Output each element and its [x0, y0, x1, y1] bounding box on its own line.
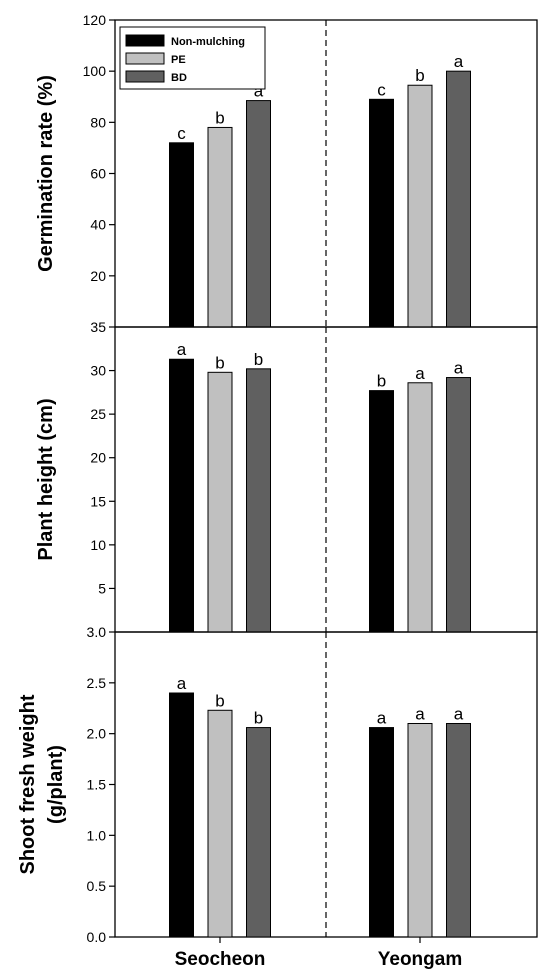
significance-label: a — [454, 359, 464, 378]
bar-non-mulching-yeongam — [369, 98, 394, 328]
legend-swatch — [125, 52, 165, 65]
y-axis-label: (g/plant) — [45, 745, 67, 824]
bar-non-mulching-seocheon — [169, 692, 194, 938]
bar-pe-yeongam — [407, 84, 433, 328]
y-tick-label: 120 — [83, 12, 107, 28]
bar-bd-seocheon — [246, 368, 271, 633]
significance-label: b — [254, 350, 263, 369]
significance-label: b — [215, 108, 224, 127]
y-tick-label: 0.5 — [87, 878, 107, 894]
significance-label: c — [177, 124, 186, 143]
y-tick-label: 100 — [83, 63, 107, 79]
legend-label: PE — [171, 54, 186, 66]
y-tick-label: 1.0 — [87, 827, 107, 843]
bar-non-mulching-yeongam — [369, 727, 394, 938]
y-tick-label: 35 — [90, 319, 106, 335]
bar-non-mulching-yeongam — [369, 390, 394, 633]
y-tick-label: 25 — [90, 406, 106, 422]
significance-label: a — [177, 340, 187, 359]
bar-bd-yeongam — [446, 70, 471, 328]
x-axis-categories: Seocheon Yeongam — [175, 937, 462, 970]
legend-label: BD — [171, 72, 187, 84]
significance-label: a — [377, 709, 387, 728]
y-tick-label: 20 — [90, 268, 106, 284]
significance-label: a — [454, 52, 464, 71]
bar-bd-seocheon — [246, 727, 271, 938]
significance-label: b — [415, 66, 424, 85]
y-axis-label: Plant height (cm) — [35, 398, 57, 560]
bar-pe-seocheon — [207, 371, 233, 633]
bar-pe-yeongam — [407, 723, 433, 938]
legend-label: Non-mulching — [171, 36, 245, 48]
significance-label: b — [215, 691, 224, 710]
y-tick-label: 1.5 — [87, 777, 107, 793]
significance-label: a — [254, 82, 264, 101]
significance-label: b — [254, 709, 263, 728]
bar-bd-yeongam — [446, 377, 471, 633]
bar-pe-seocheon — [207, 126, 233, 328]
legend-swatch — [125, 70, 165, 83]
panel-2: 5 10 15 20 25 30 35 a b b a b a Plant height (cm) — [35, 319, 538, 633]
bar-bd-seocheon — [246, 100, 271, 328]
panel-1: 20 40 60 80 100 120 c c b b a a Germination rate (%) — [35, 12, 538, 328]
y-axis-label: Shoot fresh weight — [17, 694, 39, 874]
x-category-label: Yeongam — [378, 949, 462, 970]
y-axis-label: Germination rate (%) — [35, 75, 57, 272]
panel-3: 0.0 0.5 1.0 1.5 2.0 2.5 3.0 a a b a b a Shoot fresh w… — [17, 624, 538, 945]
bar-non-mulching-seocheon — [169, 358, 194, 633]
y-tick-label: 20 — [90, 450, 106, 466]
y-tick-label: 2.5 — [87, 675, 107, 691]
legend: Non-mulching PE BD — [119, 26, 266, 90]
significance-label: a — [415, 705, 425, 724]
y-tick-label: 5 — [98, 580, 106, 596]
bar-pe-seocheon — [207, 709, 233, 938]
y-tick-label: 2.0 — [87, 726, 107, 742]
significance-label: b — [377, 372, 386, 391]
bar-non-mulching-seocheon — [169, 142, 194, 328]
y-tick-label: 10 — [90, 537, 106, 553]
chart-panels: 20 40 60 80 100 120 c c b b a a Germination rate (%)… — [17, 12, 538, 945]
significance-label: a — [454, 705, 464, 724]
y-tick-label: 15 — [90, 493, 106, 509]
y-tick-label: 0.0 — [87, 929, 107, 945]
bar-pe-yeongam — [407, 382, 433, 633]
significance-label: c — [377, 80, 386, 99]
significance-label: a — [177, 674, 187, 693]
significance-label: a — [415, 364, 425, 383]
y-tick-label: 80 — [90, 114, 106, 130]
y-tick-label: 40 — [90, 217, 106, 233]
x-category-label: Seocheon — [175, 949, 266, 970]
significance-label: b — [215, 353, 224, 372]
y-tick-label: 30 — [90, 363, 106, 379]
legend-swatch — [125, 34, 165, 47]
bar-bd-yeongam — [446, 723, 471, 938]
y-tick-label: 60 — [90, 166, 106, 182]
y-tick-label: 3.0 — [87, 624, 107, 640]
